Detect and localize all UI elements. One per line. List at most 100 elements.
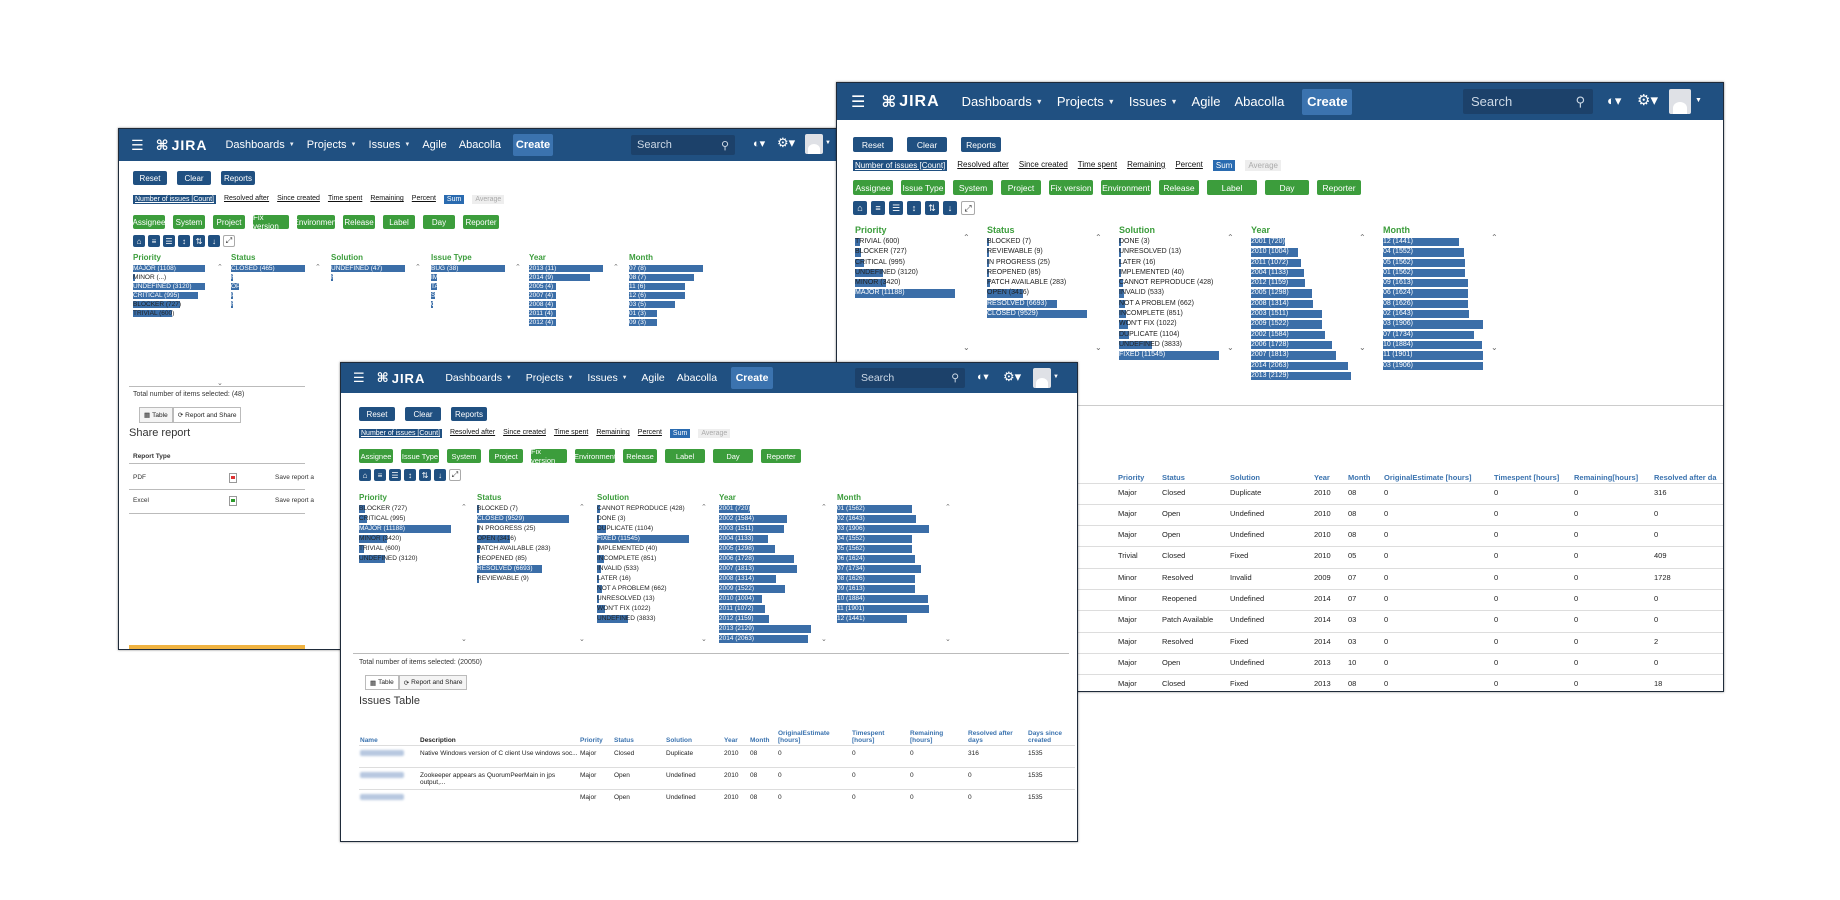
col-month[interactable]: Month [1348, 472, 1371, 482]
list-icon[interactable]: ☰ [389, 469, 401, 481]
dim-reporter[interactable]: Reporter [463, 215, 499, 229]
avatar[interactable] [805, 134, 823, 154]
dim-assignee[interactable]: Assignee [133, 215, 165, 229]
facet-item[interactable]: NOT A PROBLEM (662) [597, 584, 693, 594]
facet-item[interactable]: REOPENED (1) [231, 300, 319, 309]
measure-since-created[interactable]: Since created [503, 429, 546, 436]
facet-item[interactable]: OPEN (48) [231, 282, 319, 291]
search-input[interactable]: Search ⚲ [1463, 89, 1593, 114]
facet-item[interactable]: CLOSED (9529) [987, 309, 1093, 319]
facet-item[interactable]: 07 (8) [629, 264, 717, 273]
facet-item[interactable]: 2014 (2063) [1251, 361, 1357, 371]
facet-item[interactable]: 2009 (1522) [1251, 319, 1357, 329]
sort-alpha-icon[interactable]: ↓ [943, 201, 957, 215]
facet-item[interactable]: RESOLVED (6693) [987, 299, 1093, 309]
table-row[interactable]: dows soc...MajorClosedDuplicate201008000… [1037, 482, 1723, 505]
facet-item[interactable]: UNDEFINED (3120) [855, 268, 961, 278]
scroll-up-icon[interactable]: ⌃ [1095, 233, 1102, 242]
scroll-up-icon[interactable]: ⌃ [963, 233, 970, 242]
scroll-down-icon[interactable]: ⌄ [945, 636, 951, 643]
sort-alpha-icon[interactable]: ↓ [434, 469, 446, 481]
facet-item[interactable]: 11 (1901) [1383, 350, 1489, 360]
col-description[interactable]: Description [420, 736, 456, 744]
facet-item[interactable]: IN PROGRESS (25) [987, 258, 1093, 268]
col-timespent[interactable]: Timespent [hours] [852, 729, 885, 744]
nav-dashboards[interactable]: Dashboards ▼ [225, 139, 294, 151]
measure-sum[interactable]: Sum [443, 195, 465, 204]
dim-label[interactable]: Label [1207, 180, 1257, 195]
facet-item[interactable]: IMPLEMENTED (40) [597, 544, 693, 554]
facet-item[interactable]: MINOR (3420) [359, 534, 455, 544]
nav-issues[interactable]: Issues ▼ [1129, 94, 1178, 109]
facet-item[interactable]: DUPLICATE (1104) [1119, 330, 1225, 340]
facet-item[interactable]: CLOSED (465) [231, 264, 319, 273]
col-status[interactable]: Status [614, 736, 634, 744]
dim-label[interactable]: Label [665, 449, 705, 463]
align-left-icon[interactable]: ≡ [871, 201, 885, 215]
save-report-pdf[interactable]: Save report a [275, 474, 315, 481]
measure-time-spent[interactable]: Time spent [327, 195, 363, 202]
facet-item[interactable]: 11 (6) [629, 282, 717, 291]
avatar[interactable] [1669, 89, 1691, 114]
scroll-up-icon[interactable]: ⌃ [1491, 233, 1498, 242]
facet-item[interactable]: 07 (1734) [837, 564, 933, 574]
scroll-up-icon[interactable]: ⌃ [315, 264, 321, 271]
dim-fix-version[interactable]: Fix version [253, 213, 289, 231]
facet-item[interactable]: 2006 (1728) [719, 554, 815, 564]
dim-environment[interactable]: Environment [294, 215, 338, 229]
facet-item[interactable]: 2014 (9) [529, 273, 617, 282]
facet-item[interactable]: UNRESOLVED (13) [597, 594, 693, 604]
nav-abacolla[interactable]: Abacolla [1234, 94, 1284, 109]
align-left-icon[interactable]: ≡ [374, 469, 386, 481]
facet-item[interactable]: 2011 (4) [529, 309, 617, 318]
facet-item[interactable]: 05 (1562) [837, 544, 933, 554]
sort-asc-icon[interactable]: ↕ [404, 469, 416, 481]
scroll-up-icon[interactable]: ⌃ [217, 264, 223, 271]
menu-icon[interactable]: ☰ [851, 93, 866, 111]
facet-item[interactable]: 2010 (1004) [1251, 247, 1357, 257]
bank-icon[interactable]: ⌂ [853, 201, 867, 215]
col-status[interactable]: Status [1162, 472, 1185, 482]
facet-item[interactable]: TRIVIAL (600) [133, 309, 221, 318]
facet-item[interactable]: 2013 (2129) [719, 624, 815, 634]
facet-item[interactable]: FIXED (11545) [597, 534, 693, 544]
facet-item[interactable]: 2009 (1522) [719, 584, 815, 594]
measure-sum[interactable]: Sum [1212, 160, 1236, 171]
facet-item[interactable]: 05 (1562) [1383, 258, 1489, 268]
facet-item[interactable]: 02 (1643) [837, 514, 933, 524]
feedback-icon[interactable]: ◐▾ [1607, 93, 1622, 108]
clear-button[interactable]: Clear [907, 137, 947, 152]
facet-item[interactable]: UNDEFINED (3833) [1119, 340, 1225, 350]
nav-agile[interactable]: Agile [641, 372, 664, 384]
scroll-up-icon[interactable]: ⌃ [515, 264, 521, 271]
menu-icon[interactable]: ☰ [131, 136, 144, 153]
dim-project[interactable]: Project [213, 215, 245, 229]
avatar[interactable] [1033, 368, 1051, 388]
facet-item[interactable]: 2013 (11) [529, 264, 617, 273]
facet-item[interactable]: MINOR (...) [133, 273, 221, 282]
sort-asc-icon[interactable]: ↕ [178, 235, 190, 247]
facet-item[interactable]: 2011 (1072) [1251, 258, 1357, 268]
facet-item[interactable]: UNRESOLVED (13) [1119, 247, 1225, 257]
facet-item[interactable]: 2014 (2063) [719, 634, 815, 644]
facet-item[interactable]: 2012 (1159) [1251, 278, 1357, 288]
facet-item[interactable]: 09 (1613) [837, 584, 933, 594]
measure-resolved-after[interactable]: Resolved after [957, 160, 1009, 169]
facet-item[interactable]: INCOMPLETE (851) [1119, 309, 1225, 319]
col-original-estimate[interactable]: OriginalEstimate [hours] [1384, 472, 1472, 482]
sort-desc-icon[interactable]: ⇅ [925, 201, 939, 215]
facet-item[interactable]: CRITICAL (995) [133, 291, 221, 300]
facet-item[interactable]: 2004 (1133) [1251, 268, 1357, 278]
dim-label[interactable]: Label [383, 215, 415, 229]
dim-day[interactable]: Day [713, 449, 753, 463]
nav-agile[interactable]: Agile [422, 139, 446, 151]
bank-icon[interactable]: ⌂ [359, 469, 371, 481]
facet-item[interactable]: 01 (1562) [1383, 268, 1489, 278]
facet-item[interactable]: 2001 (720) [1251, 237, 1357, 247]
measure-percent[interactable]: Percent [411, 195, 436, 202]
scroll-down-icon[interactable]: ⌄ [1095, 343, 1102, 352]
scroll-down-icon[interactable]: ⌄ [963, 343, 970, 352]
issue-key-link[interactable] [360, 749, 404, 756]
